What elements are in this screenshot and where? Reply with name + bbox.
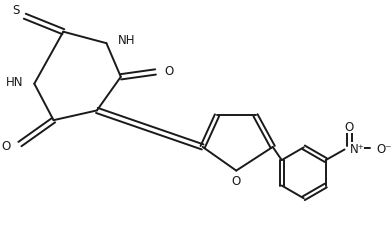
Text: O⁻: O⁻ (377, 142, 392, 155)
Text: NH: NH (118, 34, 135, 47)
Text: HN: HN (6, 76, 23, 89)
Text: S: S (12, 4, 20, 17)
Text: O: O (345, 121, 354, 134)
Text: O: O (2, 139, 11, 152)
Text: O: O (232, 174, 241, 187)
Text: O: O (164, 65, 174, 78)
Text: N⁺: N⁺ (349, 142, 364, 155)
